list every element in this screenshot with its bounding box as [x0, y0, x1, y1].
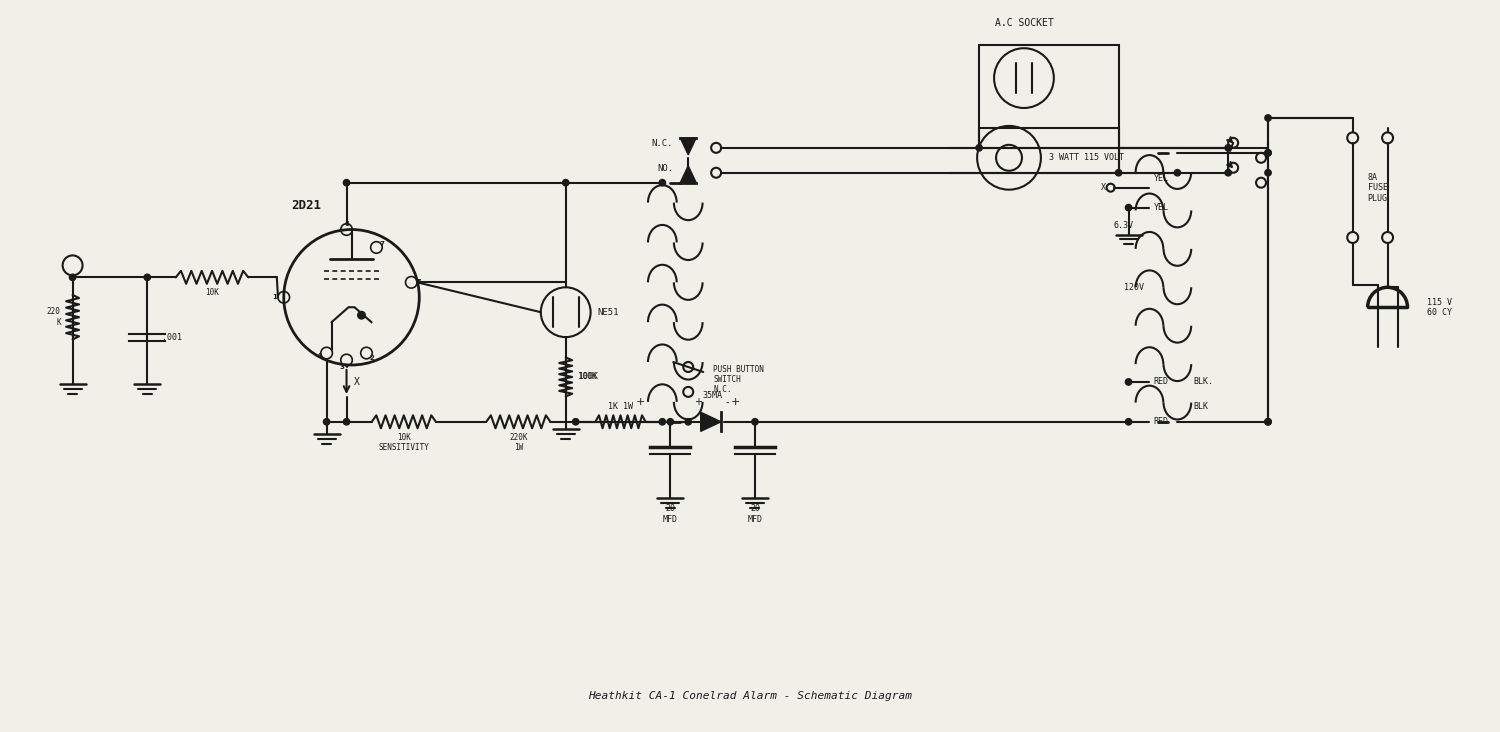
Text: 2D21: 2D21: [291, 198, 321, 212]
Text: 3 WATT 115 VOLT: 3 WATT 115 VOLT: [1048, 153, 1124, 163]
Text: NO.: NO.: [657, 164, 674, 173]
Circle shape: [1125, 378, 1131, 385]
Circle shape: [1125, 204, 1131, 211]
Circle shape: [1264, 115, 1270, 121]
Text: X: X: [1101, 183, 1106, 193]
Circle shape: [1174, 170, 1180, 176]
Circle shape: [144, 274, 150, 280]
Text: Heathkit CA-1 Conelrad Alarm - Schematic Diagram: Heathkit CA-1 Conelrad Alarm - Schematic…: [588, 691, 912, 701]
Circle shape: [357, 311, 366, 319]
Text: 115 V
60 CY: 115 V 60 CY: [1428, 297, 1452, 317]
Text: 2: 2: [369, 355, 374, 361]
Text: X: X: [354, 377, 360, 387]
Text: 100K: 100K: [578, 373, 597, 381]
Circle shape: [1264, 419, 1270, 425]
Circle shape: [1264, 149, 1270, 156]
Text: +: +: [693, 397, 702, 407]
Circle shape: [658, 179, 666, 186]
Circle shape: [1116, 170, 1122, 176]
Circle shape: [1264, 419, 1270, 425]
Text: NE51: NE51: [597, 307, 619, 317]
Text: 3: 3: [339, 364, 344, 370]
Text: 5: 5: [417, 280, 422, 285]
Text: 1: 1: [273, 294, 278, 300]
Text: 100K: 100K: [578, 373, 596, 381]
Circle shape: [562, 179, 568, 186]
Text: 10K: 10K: [206, 288, 219, 297]
Text: 10K
SENSITIVITY: 10K SENSITIVITY: [378, 433, 429, 452]
Circle shape: [752, 419, 758, 425]
Circle shape: [686, 419, 692, 425]
Text: +: +: [636, 397, 645, 407]
Circle shape: [668, 419, 674, 425]
Text: 6.3V: 6.3V: [1113, 220, 1134, 230]
Text: YEL: YEL: [1154, 173, 1168, 183]
Text: 20
MFD: 20 MFD: [747, 504, 762, 524]
Text: 220K
1W: 220K 1W: [509, 433, 528, 452]
Text: 7: 7: [380, 242, 386, 247]
Text: -: -: [726, 397, 729, 407]
Text: 120V: 120V: [1124, 283, 1143, 292]
Text: YEL: YEL: [1154, 203, 1168, 212]
Text: .001: .001: [162, 332, 182, 342]
Circle shape: [344, 419, 350, 425]
Text: PUSH BUTTON
SWITCH
N.C.: PUSH BUTTON SWITCH N.C.: [712, 365, 764, 395]
Text: RED: RED: [1154, 378, 1168, 386]
Circle shape: [573, 419, 579, 425]
Text: 35MA: 35MA: [702, 391, 723, 400]
Text: 4: 4: [316, 353, 321, 359]
Circle shape: [1125, 419, 1131, 425]
Circle shape: [976, 145, 982, 151]
Circle shape: [69, 274, 76, 280]
Text: 220
K: 220 K: [46, 307, 60, 327]
Polygon shape: [681, 138, 696, 154]
Text: A.C SOCKET: A.C SOCKET: [994, 18, 1053, 29]
Text: 6: 6: [344, 220, 350, 226]
Text: RED: RED: [1154, 417, 1168, 426]
Text: BLK: BLK: [1194, 403, 1209, 411]
Circle shape: [658, 419, 666, 425]
Text: BLK.: BLK.: [1194, 378, 1214, 386]
Text: N.C.: N.C.: [652, 139, 674, 149]
Polygon shape: [681, 165, 696, 183]
Text: +: +: [730, 397, 740, 407]
Circle shape: [1226, 145, 1232, 151]
Circle shape: [344, 179, 350, 186]
Text: 20
MFD: 20 MFD: [663, 504, 678, 524]
Circle shape: [1264, 170, 1270, 176]
Circle shape: [1264, 149, 1270, 156]
Text: 8A
FUSE
PLUG: 8A FUSE PLUG: [1368, 173, 1388, 203]
Circle shape: [324, 419, 330, 425]
Polygon shape: [700, 412, 721, 431]
Circle shape: [1226, 170, 1232, 176]
Text: 1K 1W: 1K 1W: [608, 402, 633, 411]
